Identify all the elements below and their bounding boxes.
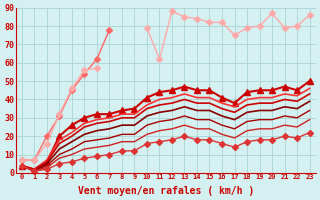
X-axis label: Vent moyen/en rafales ( km/h ): Vent moyen/en rafales ( km/h ) (77, 186, 254, 196)
